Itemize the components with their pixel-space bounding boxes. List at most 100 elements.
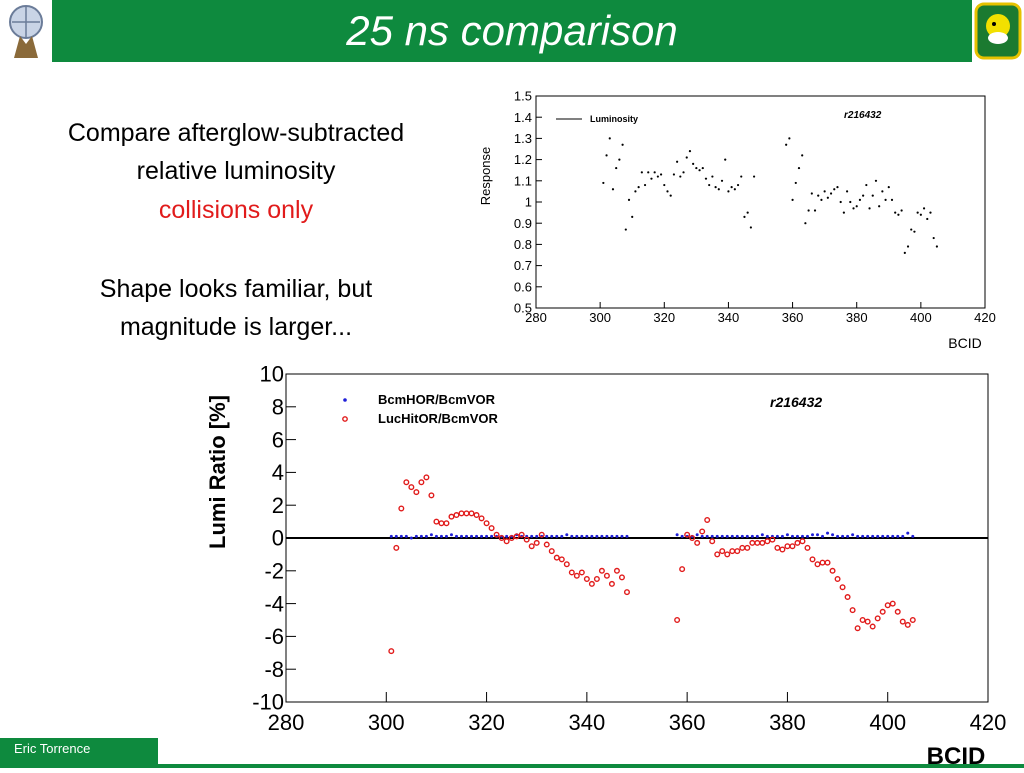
- data-point: [740, 175, 743, 178]
- data-point: [903, 251, 906, 254]
- duck-logo: [972, 0, 1024, 62]
- y-tick-label: -4: [264, 591, 284, 616]
- data-point: [454, 534, 458, 538]
- data-point: [419, 534, 423, 538]
- data-point: [735, 534, 739, 538]
- y-tick-label: 4: [272, 460, 284, 485]
- data-point: [535, 534, 539, 538]
- y-tick-label: 1.1: [514, 173, 532, 188]
- legend-luminosity: Luminosity: [590, 114, 638, 124]
- data-point: [876, 534, 880, 538]
- data-point: [871, 534, 875, 538]
- data-point: [688, 150, 692, 153]
- data-point: [894, 211, 897, 214]
- response-chart: 0.5 0.6 0.7 0.8 0.9 1 1.1 1.2 1.3 1.4 1.5 280 300 32…: [478, 89, 996, 351]
- footer-bar: Eric Torrence: [0, 738, 158, 768]
- data-point: [704, 177, 708, 180]
- data-point: [800, 534, 804, 538]
- data-point: [545, 534, 549, 538]
- data-point: [745, 534, 749, 538]
- data-point: [922, 207, 926, 210]
- chart-title-r216432: r216432: [770, 394, 822, 410]
- data-point: [692, 162, 695, 165]
- data-point: [836, 534, 840, 538]
- data-point: [575, 534, 579, 538]
- data-point: [413, 489, 420, 496]
- data-point: [613, 567, 620, 574]
- y-tick-label: 0.6: [514, 279, 532, 294]
- data-point: [910, 228, 913, 231]
- data-point: [631, 215, 634, 218]
- data-point: [578, 569, 585, 576]
- x-tick-label: 280: [268, 710, 305, 735]
- data-point: [884, 198, 887, 201]
- data-point: [493, 531, 500, 538]
- data-point: [711, 175, 714, 178]
- x-tick-label: 420: [974, 310, 996, 325]
- data-point: [881, 190, 884, 193]
- x-tick-label: 360: [782, 310, 804, 325]
- data-point: [485, 534, 489, 538]
- data-point: [701, 166, 704, 170]
- data-point: [834, 575, 841, 582]
- data-point: [911, 534, 915, 538]
- data-point: [618, 574, 625, 581]
- data-point: [730, 186, 733, 189]
- data-point: [627, 198, 631, 201]
- y-tick-label: 0.7: [514, 258, 532, 273]
- data-point: [533, 539, 540, 546]
- data-point: [598, 567, 605, 574]
- data-point: [932, 236, 935, 240]
- data-point: [839, 584, 846, 591]
- data-point: [896, 534, 900, 538]
- data-point: [388, 648, 395, 655]
- data-point: [583, 575, 590, 582]
- data-point: [465, 534, 469, 538]
- y-tick-label: 0.8: [514, 237, 532, 252]
- data-point: [865, 183, 868, 187]
- data-point: [602, 181, 605, 185]
- data-point: [603, 572, 610, 579]
- data-point: [389, 534, 393, 538]
- data-point: [868, 207, 871, 210]
- data-point: [698, 169, 701, 172]
- x-tick-label: 340: [568, 710, 605, 735]
- data-point: [886, 534, 890, 538]
- data-point: [779, 546, 786, 553]
- text-line-collisions-only: collisions only: [158, 196, 314, 224]
- data-point: [919, 213, 922, 216]
- data-point: [600, 534, 604, 538]
- x-tick-label: 320: [653, 310, 675, 325]
- y-axis-label-response: Response: [478, 147, 493, 206]
- data-point: [852, 207, 855, 210]
- data-point: [849, 200, 852, 204]
- data-point: [403, 479, 410, 486]
- data-point: [836, 186, 839, 189]
- data-point: [588, 580, 595, 587]
- data-point: [829, 192, 833, 195]
- legend-bcm: BcmHOR/BcmVOR: [378, 392, 496, 407]
- data-point: [759, 539, 766, 546]
- data-point: [538, 531, 545, 538]
- x-tick-label: 320: [468, 710, 505, 735]
- data-point: [625, 534, 629, 538]
- data-point: [695, 533, 699, 537]
- data-point: [409, 536, 413, 540]
- data-point: [623, 589, 630, 596]
- data-point: [826, 196, 829, 199]
- data-point: [820, 198, 823, 201]
- data-point: [785, 143, 788, 146]
- data-point: [906, 531, 910, 535]
- data-point: [621, 143, 624, 146]
- data-point: [473, 512, 480, 519]
- data-point: [879, 608, 886, 615]
- response-chart-frame: 0.5 0.6 0.7 0.8 0.9 1 1.1 1.2 1.3 1.4 1.5 280 300 32…: [448, 84, 1024, 354]
- data-point: [428, 492, 435, 499]
- data-point: [694, 539, 701, 546]
- data-point: [669, 194, 672, 197]
- x-tick-label: 300: [368, 710, 405, 735]
- data-point: [724, 551, 731, 558]
- data-point: [794, 539, 801, 546]
- data-point: [841, 534, 845, 538]
- data-point: [679, 566, 686, 573]
